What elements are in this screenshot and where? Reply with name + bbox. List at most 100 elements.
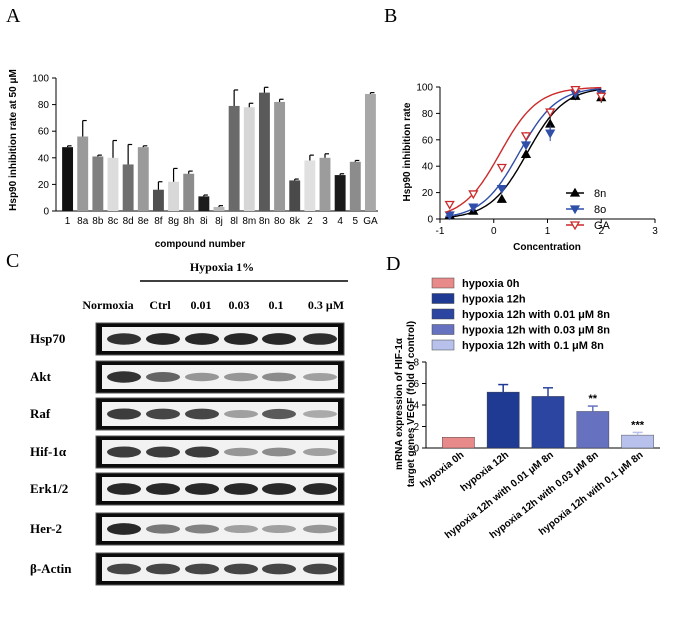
panel-b-legend-label: 8o [594,204,606,216]
panel-b-point-8o [545,129,556,139]
panel-d-legend-label: hypoxia 12h [462,294,526,306]
panel-a-x-tick-label: 8k [289,216,301,227]
panel-a-x-tick-label: 5 [353,216,359,227]
panel-b-x-tick-label: 0 [491,226,497,237]
panel-b-legend-marker-8n [569,187,581,197]
panel-c-band [224,524,258,534]
panel-a-bar-8g [168,181,180,211]
panel-d-bar-chart: mRNA expression of HIF-1α target genes V… [394,277,660,541]
panel-b-point-GA [520,132,532,142]
panel-d-legend-label: hypoxia 12h with 0.01 μM 8n [462,309,610,321]
panel-a-x-tick-label: 3 [322,216,328,227]
panel-c-row-label: Hsp70 [30,331,65,346]
panel-a-x-axis-label: compound number [155,239,246,250]
panel-c-lane-label: 0.1 [269,298,284,312]
panel-b-x-tick-label: -1 [436,226,445,237]
panel-b-y-tick-label: 100 [416,83,433,94]
panel-b-x-tick-label: 1 [545,226,551,237]
panel-c-band [185,483,219,495]
panel-c-band [185,372,219,382]
panel-c-band [303,563,337,575]
panel-a-x-tick-label: 8b [92,216,104,227]
panel-a-x-tick-label: 8o [274,216,286,227]
panel-c-band [262,524,296,534]
panel-a-bar-8j [213,207,225,211]
panel-c-band [262,333,296,345]
panel-d-legend-swatch [431,324,455,335]
panel-d-legend-swatch [431,308,455,320]
panel-c-band [146,483,180,495]
panel-d-y-tick-label: 8 [413,358,419,369]
panel-a-bar-2 [304,160,316,211]
panel-letter-b: B [384,5,397,27]
panel-a-x-tick-label: 4 [337,216,343,227]
panel-b-point-8n [520,149,532,158]
panel-c-band [224,409,258,419]
panel-c-blot-background [102,365,338,389]
panel-a-bar-8f [152,189,164,211]
panel-a-x-tick-label: 1 [65,216,71,227]
panel-c-band [146,372,180,382]
panel-c-blot-background [102,327,338,351]
panel-c-band [303,524,337,534]
panel-b-x-axis-label: Concentration [513,242,581,253]
panel-a-x-tick-label: 8i [200,216,208,227]
panel-d-legend-swatch [431,277,455,289]
panel-c-band [146,333,180,345]
panel-d-bar [576,411,610,449]
panel-b-x-tick-label: 3 [652,226,658,237]
panel-b-point-GA [496,163,507,173]
panel-c-lane-label: Ctrl [149,298,171,312]
panel-a-bar-8o [274,101,286,211]
panel-b-y-tick-label: 60 [422,135,434,146]
panel-a-bar-3 [319,157,331,211]
panel-b-point-GA [444,200,455,210]
panel-d-y-tick-label: 4 [413,401,419,412]
panel-b-point-GA [545,108,556,118]
panel-b-point-GA [468,190,479,200]
panel-b-legend-marker-8o [569,205,581,215]
panel-c-band [107,333,141,345]
panel-b-y-tick-label: 0 [427,215,433,226]
panel-b-legend-label: GA [594,220,611,232]
panel-a-y-tick-label: 0 [43,207,49,218]
panel-c-row-label: Her-2 [30,521,62,536]
panel-a-bar-4 [334,175,346,211]
panel-a-bar-8k [289,180,301,211]
panel-d-legend-label: hypoxia 12h with 0.03 μM 8n [462,325,610,337]
panel-c-band [185,524,219,534]
panel-c-band [146,524,180,534]
panel-c-row-label: Hif-1α [30,444,67,459]
panel-c-band [107,408,141,420]
panel-a-x-tick-label: 8l [230,216,238,227]
panel-a-bar-GA [364,93,376,211]
panel-c-band [224,333,258,345]
panel-c-band [303,483,337,495]
panel-d-legend-swatch [431,339,455,351]
panel-a-x-tick-label: 8c [108,216,119,227]
panel-d-legend-swatch [431,293,455,304]
panel-d-bar [531,396,565,449]
panel-b-x-tick-label: 2 [598,226,604,237]
panel-c-band [185,408,219,420]
panel-a-x-tick-label: GA [363,216,378,227]
panel-b-y-tick-label: 20 [422,188,434,199]
panel-b-point-8o [468,203,479,213]
panel-a-bar-8b [92,156,104,211]
panel-a-y-tick-label: 80 [38,100,50,111]
panel-b-y-axis-label: Hsp90 inhibition rate [402,102,413,201]
panel-c-band [185,446,219,458]
panel-a-x-tick-label: 8j [215,216,223,227]
panel-c-band [224,372,258,382]
panel-a-y-tick-label: 20 [38,180,50,191]
panel-a-bar-chart: Hsp90 inhibition rate at 50 μM compound … [8,69,378,250]
panel-c-band [185,333,219,345]
panel-d-bar [442,437,475,449]
panel-a-y-tick-label: 100 [32,74,49,85]
panel-c-hypoxia-header: Hypoxia 1% [190,260,254,274]
panel-a-bar-8m [243,107,255,211]
panel-b-fit-curve-8o [445,87,602,218]
panel-c-band [303,333,337,345]
panel-d-y-tick-label: 0 [413,444,419,455]
